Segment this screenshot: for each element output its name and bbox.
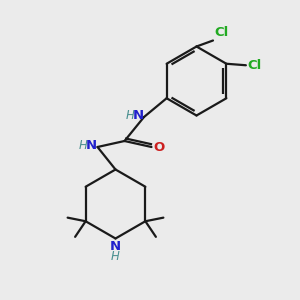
Text: N: N	[132, 109, 143, 122]
Text: H: H	[79, 139, 88, 152]
Text: H: H	[125, 109, 134, 122]
Text: Cl: Cl	[214, 26, 229, 39]
Text: N: N	[86, 139, 97, 152]
Text: N: N	[110, 240, 121, 253]
Text: H: H	[111, 250, 120, 263]
Text: O: O	[154, 141, 165, 154]
Text: Cl: Cl	[248, 59, 262, 72]
